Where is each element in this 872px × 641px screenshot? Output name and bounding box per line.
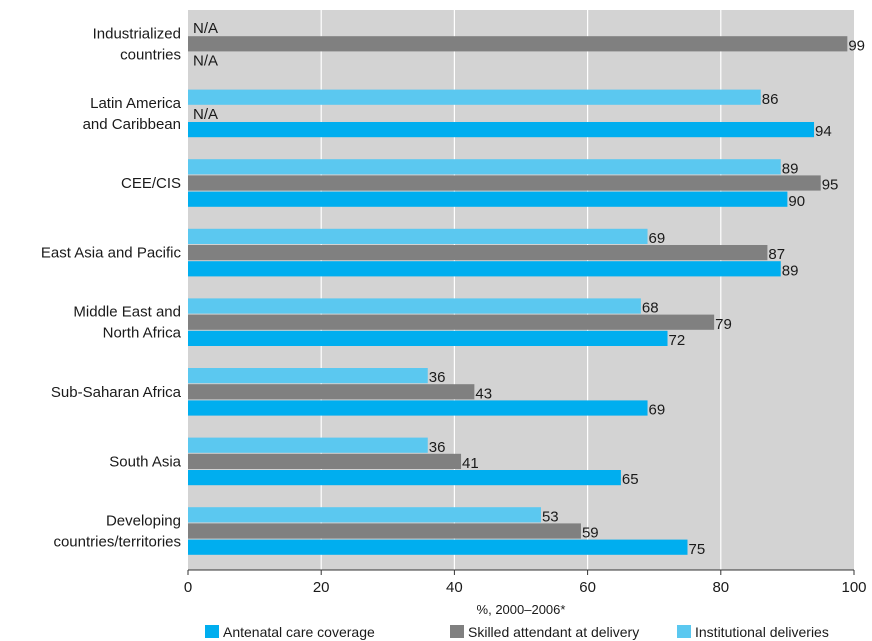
bar xyxy=(188,507,541,523)
value-label: 53 xyxy=(542,508,559,525)
value-label: 99 xyxy=(848,37,865,54)
bar xyxy=(188,245,768,261)
bar xyxy=(188,159,781,175)
category-label: and Caribbean xyxy=(83,116,181,133)
bar xyxy=(188,36,848,52)
category-label: Latin America xyxy=(90,95,182,112)
x-axis-title: %, 2000–2006* xyxy=(477,602,566,617)
legend-label: Skilled attendant at delivery xyxy=(468,624,639,640)
value-label: 72 xyxy=(669,332,686,349)
tick-label: 100 xyxy=(841,579,866,596)
x-axis-ticks: 0 20 40 60 80 100 xyxy=(184,569,867,596)
na-label: N/A xyxy=(193,20,218,37)
value-label: 95 xyxy=(822,177,839,194)
value-label: 75 xyxy=(689,541,706,558)
value-label: 79 xyxy=(715,316,732,333)
value-label: 90 xyxy=(788,193,805,210)
value-labels: N/A99N/A86N/A948995906987896879723643693… xyxy=(193,20,865,558)
category-label: North Africa xyxy=(103,325,182,342)
bar xyxy=(188,453,462,469)
legend-label: Antenatal care coverage xyxy=(223,624,375,640)
bar xyxy=(188,228,648,244)
value-label: 43 xyxy=(475,385,492,402)
legend-label: Institutional deliveries xyxy=(695,624,829,640)
category-label: Sub-Saharan Africa xyxy=(51,384,182,401)
tick-label: 40 xyxy=(446,579,463,596)
category-label: Industrialized xyxy=(93,25,181,42)
value-label: 69 xyxy=(649,230,666,247)
bar xyxy=(188,384,475,400)
value-label: 69 xyxy=(649,402,666,419)
bar xyxy=(188,314,715,330)
value-label: 89 xyxy=(782,160,799,177)
na-label: N/A xyxy=(193,53,218,70)
value-label: 87 xyxy=(768,246,785,263)
legend-swatch xyxy=(205,625,219,638)
bar xyxy=(188,368,428,384)
category-label: countries/territories xyxy=(53,534,181,551)
category-label: countries xyxy=(120,46,181,63)
category-label: Developing xyxy=(106,513,181,530)
bar xyxy=(188,330,668,346)
value-label: 89 xyxy=(782,262,799,279)
tick-label: 20 xyxy=(313,579,330,596)
value-label: 68 xyxy=(642,300,659,317)
category-label: South Asia xyxy=(109,453,181,470)
bar xyxy=(188,261,781,277)
legend: Antenatal care coverage Skilled attendant… xyxy=(205,624,829,640)
bar xyxy=(188,523,581,539)
bars-group xyxy=(188,36,848,555)
bar xyxy=(188,122,815,138)
bar xyxy=(188,298,641,314)
bar xyxy=(188,539,688,555)
bar xyxy=(188,191,788,207)
category-label: Middle East and xyxy=(73,304,181,321)
bar xyxy=(188,175,821,191)
value-label: 86 xyxy=(762,91,779,108)
category-label: CEE/CIS xyxy=(121,175,181,192)
value-label: 94 xyxy=(815,123,832,140)
tick-label: 80 xyxy=(712,579,729,596)
bar xyxy=(188,470,621,486)
tick-label: 0 xyxy=(184,579,192,596)
value-label: 59 xyxy=(582,525,599,542)
value-label: 65 xyxy=(622,471,639,488)
category-labels: Industrialized countries Latin America and … xyxy=(41,25,182,550)
value-label: 41 xyxy=(462,455,479,472)
legend-swatch xyxy=(677,625,691,638)
na-label: N/A xyxy=(193,106,218,123)
category-label: East Asia and Pacific xyxy=(41,245,182,262)
legend-swatch xyxy=(450,625,464,638)
bar xyxy=(188,400,648,416)
tick-label: 60 xyxy=(579,579,596,596)
value-label: 36 xyxy=(429,369,446,386)
bar xyxy=(188,437,428,453)
bar xyxy=(188,89,761,105)
value-label: 36 xyxy=(429,439,446,456)
